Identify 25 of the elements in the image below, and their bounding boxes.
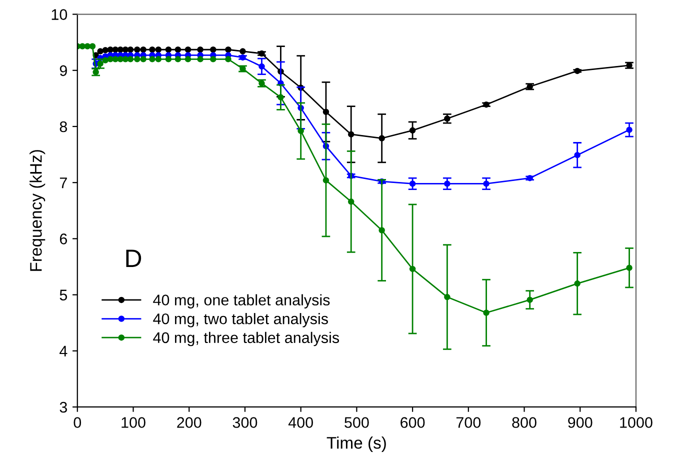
x-tick-label: 600 (400, 417, 425, 428)
x-tick-label: 500 (344, 417, 369, 428)
x-tick-label: 100 (122, 417, 146, 428)
legend-label: 40 mg, one tablet analysis (153, 294, 330, 308)
y-tick-label: 5 (60, 290, 68, 300)
legend-label: 40 mg, two tablet analysis (153, 313, 328, 328)
y-tick-label: 6 (60, 234, 67, 244)
x-tick-label: 800 (512, 417, 536, 428)
x-tick-label: 0 (74, 417, 82, 428)
y-axis-title: Frequency (kHz) (30, 150, 46, 271)
x-tick-label: 1000 (620, 417, 652, 428)
y-tick-label: 9 (60, 65, 67, 76)
y-tick-label: 8 (60, 121, 68, 132)
x-axis-title: Time (s) (326, 436, 386, 452)
y-tick-label: 3 (60, 402, 67, 413)
x-tick-label: 400 (288, 417, 313, 428)
x-tick-label: 300 (232, 417, 258, 428)
legend-label: 40 mg, three tablet analysis (153, 332, 340, 346)
y-tick-label: 4 (60, 346, 68, 356)
annotation: D (126, 250, 142, 267)
x-tick-label: 200 (177, 417, 202, 428)
x-tick-label: 700 (456, 417, 481, 428)
y-tick-label: 7 (60, 178, 67, 188)
y-tick-label: 10 (52, 9, 68, 20)
x-tick-label: 900 (568, 417, 592, 428)
